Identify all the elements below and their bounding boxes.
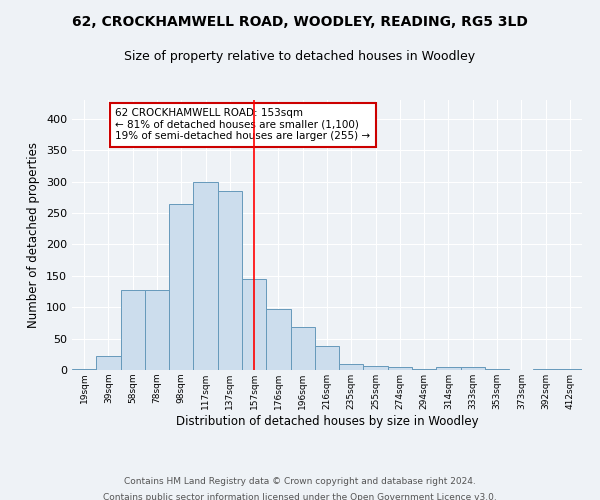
Bar <box>315 346 339 370</box>
Bar <box>339 364 364 370</box>
Bar <box>242 279 266 370</box>
Bar <box>388 367 412 370</box>
Bar <box>364 366 388 370</box>
Y-axis label: Number of detached properties: Number of detached properties <box>28 142 40 328</box>
Bar <box>412 368 436 370</box>
Text: Contains HM Land Registry data © Crown copyright and database right 2024.: Contains HM Land Registry data © Crown c… <box>124 478 476 486</box>
X-axis label: Distribution of detached houses by size in Woodley: Distribution of detached houses by size … <box>176 414 478 428</box>
Bar <box>121 290 145 370</box>
Bar <box>290 328 315 370</box>
Bar <box>193 182 218 370</box>
Text: Contains public sector information licensed under the Open Government Licence v3: Contains public sector information licen… <box>103 492 497 500</box>
Text: 62, CROCKHAMWELL ROAD, WOODLEY, READING, RG5 3LD: 62, CROCKHAMWELL ROAD, WOODLEY, READING,… <box>72 15 528 29</box>
Bar <box>169 204 193 370</box>
Bar <box>533 368 558 370</box>
Bar <box>145 290 169 370</box>
Bar <box>558 368 582 370</box>
Bar <box>72 368 96 370</box>
Bar <box>436 368 461 370</box>
Bar <box>96 356 121 370</box>
Bar <box>461 368 485 370</box>
Bar <box>218 191 242 370</box>
Text: Size of property relative to detached houses in Woodley: Size of property relative to detached ho… <box>124 50 476 63</box>
Bar <box>266 309 290 370</box>
Text: 62 CROCKHAMWELL ROAD: 153sqm
← 81% of detached houses are smaller (1,100)
19% of: 62 CROCKHAMWELL ROAD: 153sqm ← 81% of de… <box>115 108 370 142</box>
Bar <box>485 368 509 370</box>
